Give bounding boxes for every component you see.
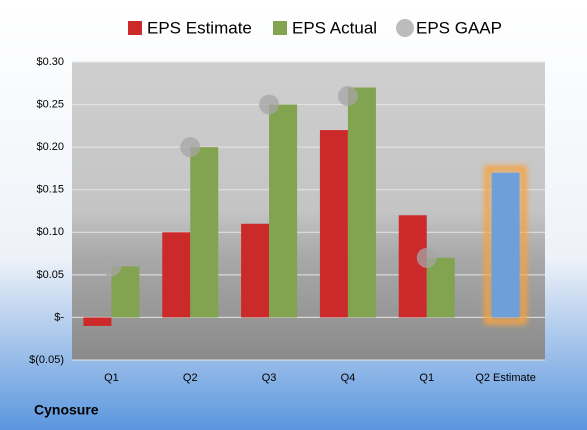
x-tick-label: Q1 — [419, 372, 434, 384]
x-tick-label: Q1 — [104, 372, 119, 384]
legend-swatch — [273, 21, 287, 35]
gaap-dot — [180, 137, 201, 158]
gaap-dot — [337, 86, 358, 107]
bar — [190, 147, 219, 318]
bar — [162, 232, 191, 318]
y-tick-label: $0.05 — [36, 269, 64, 281]
legend-swatch — [128, 21, 142, 35]
y-tick-label: $0.30 — [36, 56, 64, 68]
gaap-dot — [416, 247, 437, 268]
y-tick-label: $- — [54, 311, 64, 323]
legend-label: EPS Estimate — [147, 18, 252, 37]
y-tick-label: $0.20 — [36, 141, 64, 153]
y-tick-label: $(0.05) — [29, 354, 64, 366]
x-tick-label: Q3 — [262, 372, 277, 384]
gaap-dot — [259, 94, 280, 115]
legend-label: EPS GAAP — [416, 18, 502, 37]
legend-swatch — [396, 19, 414, 37]
bar — [491, 172, 520, 318]
legend-label: EPS Actual — [292, 18, 377, 37]
gaap-dot — [101, 256, 122, 277]
x-tick-label: Q2 Estimate — [475, 372, 536, 384]
bar — [347, 87, 376, 318]
bar — [241, 223, 270, 318]
bar-glow — [484, 165, 527, 325]
plot-area — [72, 62, 545, 360]
bar — [319, 130, 348, 318]
y-tick-label: $0.25 — [36, 98, 64, 110]
bar — [269, 104, 298, 318]
x-tick-label: Q2 — [183, 372, 198, 384]
footer: Cynosure — [34, 402, 99, 418]
bar — [83, 317, 112, 326]
bar — [426, 257, 455, 318]
y-tick-label: $0.10 — [36, 226, 64, 238]
x-tick-label: Q4 — [341, 372, 356, 384]
y-tick-label: $0.15 — [36, 184, 64, 196]
